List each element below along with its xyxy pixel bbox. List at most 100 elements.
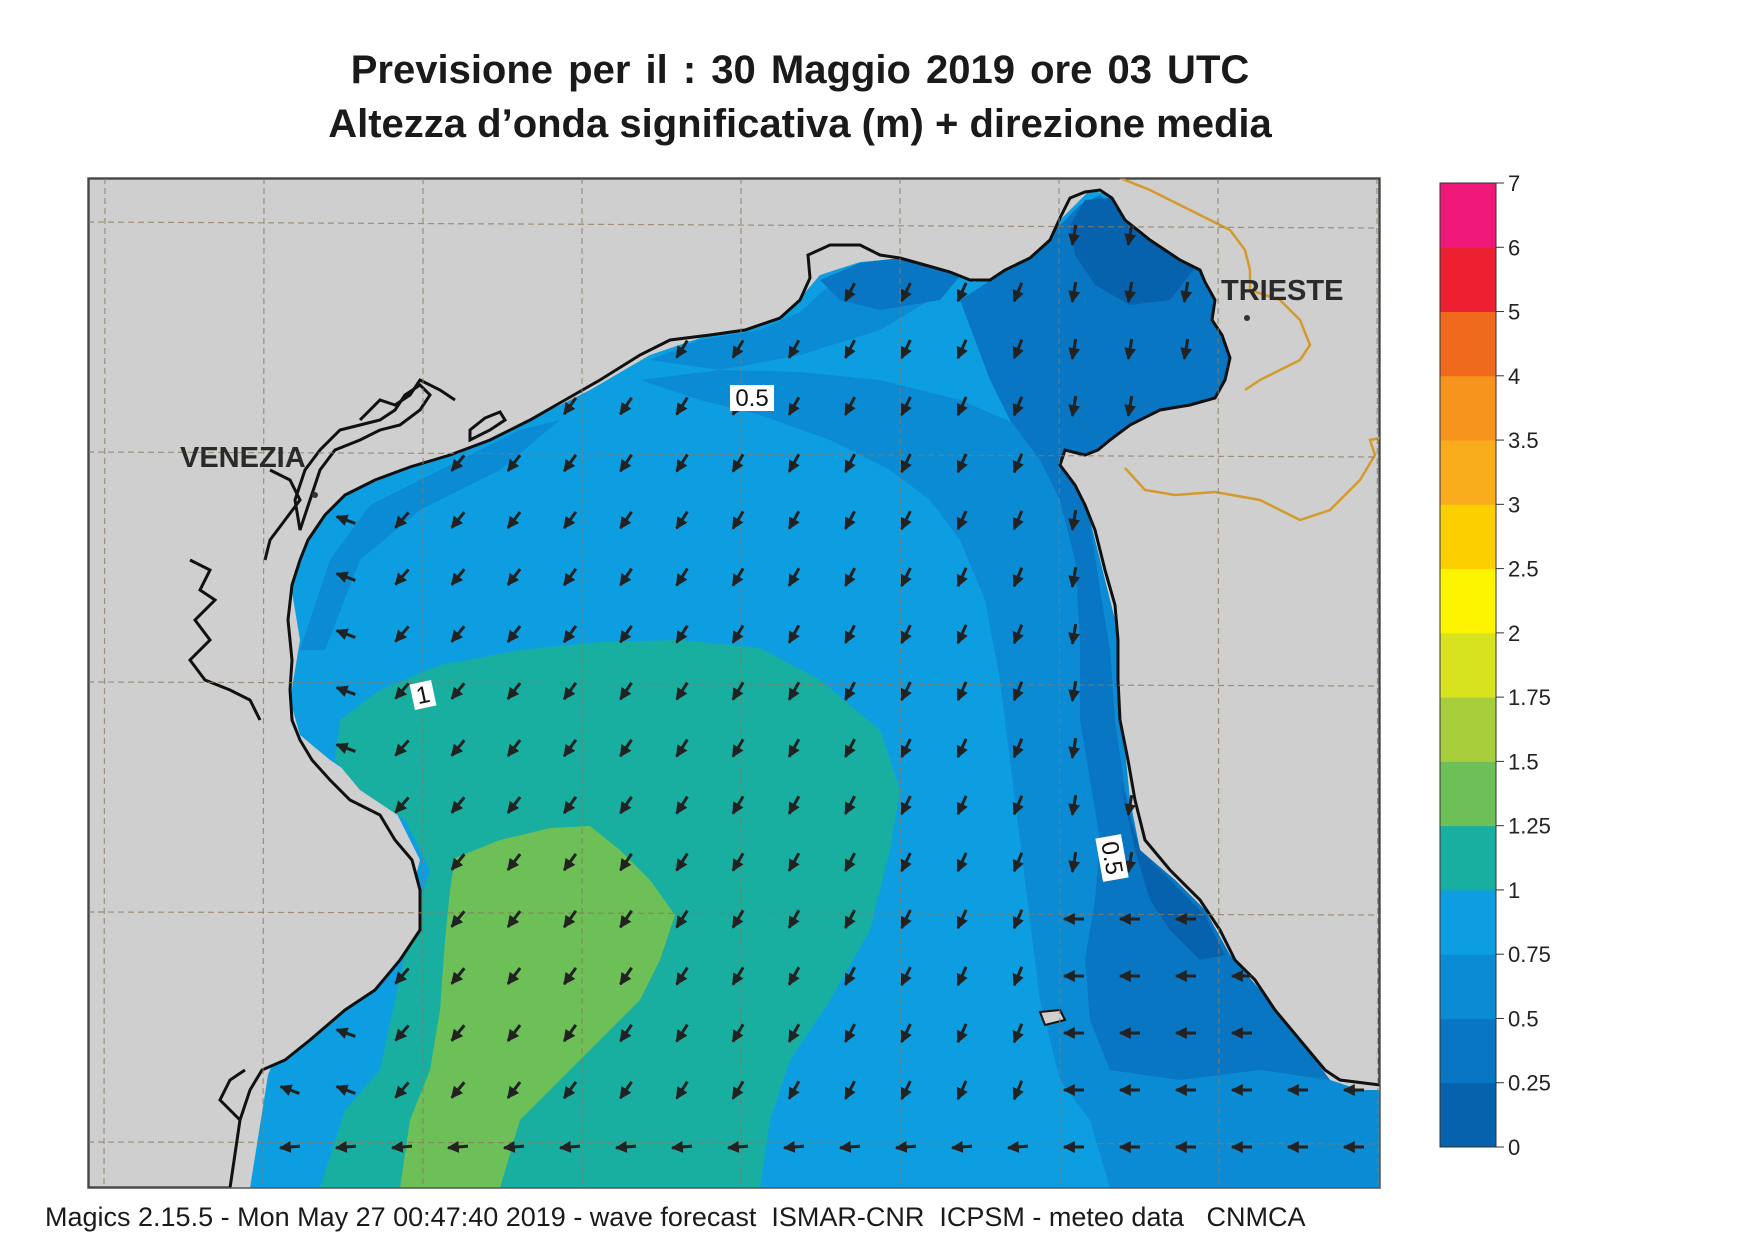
wave-direction-arrow — [506, 568, 522, 586]
wave-direction-arrow — [956, 1023, 968, 1044]
wave-direction-arrow — [619, 510, 633, 530]
wave-direction-arrow — [782, 1140, 805, 1153]
wave-direction-arrow — [1012, 624, 1024, 645]
wave-direction-arrow — [956, 339, 968, 360]
colorbar-tick-label: 0.5 — [1508, 1006, 1539, 1031]
wave-direction-arrow — [844, 510, 856, 530]
colorbar-band — [1440, 825, 1496, 891]
colorbar-band — [1440, 1082, 1496, 1148]
wave-direction-arrow — [1012, 852, 1024, 873]
wave-direction-arrow — [900, 966, 912, 987]
wave-direction-arrow — [335, 514, 356, 526]
wave-direction-arrow — [335, 1027, 356, 1039]
wave-direction-arrow — [278, 1140, 301, 1153]
wave-direction-arrow — [562, 1024, 578, 1043]
wave-direction-arrow — [675, 1023, 689, 1043]
colorbar-band — [1440, 954, 1496, 1019]
wave-direction-arrow — [506, 967, 522, 985]
wave-direction-arrow — [1012, 795, 1024, 816]
svg-text:0.5: 0.5 — [1095, 839, 1127, 877]
wave-direction-arrow — [450, 625, 466, 643]
wave-direction-arrow — [1012, 1080, 1024, 1101]
wave-direction-arrow — [450, 796, 466, 814]
wave-direction-arrow — [619, 1023, 633, 1043]
wave-direction-arrow — [1124, 395, 1137, 418]
colorbar-tick-label: 0 — [1508, 1135, 1520, 1160]
wave-direction-arrow — [675, 966, 689, 986]
wave-direction-arrow — [787, 966, 801, 986]
wave-direction-arrow — [1012, 282, 1024, 303]
wave-direction-arrow — [844, 1080, 856, 1100]
wave-direction-arrow — [394, 1024, 410, 1042]
wave-direction-arrow — [900, 510, 912, 531]
wave-direction-arrow — [956, 738, 968, 759]
wave-direction-arrow — [562, 1081, 578, 1100]
wave-direction-arrow — [844, 396, 856, 416]
colorbar-tick-label: 0.75 — [1508, 942, 1551, 967]
wave-direction-arrow — [394, 1081, 410, 1099]
wave-direction-arrow — [900, 282, 912, 303]
wave-direction-arrow — [670, 1140, 693, 1153]
wave-direction-arrow — [562, 796, 578, 815]
colorbar-band — [1440, 375, 1496, 441]
wave-direction-arrow — [894, 1140, 917, 1153]
colorbar-band — [1440, 1018, 1496, 1084]
wave-direction-arrow — [731, 624, 745, 644]
colorbar-tick-label: 1.75 — [1508, 685, 1551, 710]
title-line-1: Previsione per il : 30 Maggio 2019 ore 0… — [350, 48, 1250, 92]
colorbar-band — [1440, 632, 1496, 698]
wave-direction-arrow — [844, 852, 856, 872]
footer-credits: Magics 2.15.5 - Mon May 27 00:47:40 2019… — [45, 1202, 1306, 1232]
wave-direction-arrow — [1068, 281, 1081, 304]
wave-direction-arrow — [675, 738, 689, 758]
wave-direction-arrow — [1012, 510, 1024, 531]
wave-direction-arrow — [562, 625, 578, 644]
wave-direction-arrow — [335, 685, 356, 697]
wave-direction-arrow — [335, 571, 356, 583]
wave-direction-arrow — [956, 567, 968, 588]
wave-direction-arrow — [731, 339, 745, 359]
wave-direction-arrow — [675, 1080, 689, 1100]
wave-direction-arrow — [390, 1140, 413, 1153]
wave-direction-arrow — [787, 909, 801, 929]
wave-direction-arrow — [450, 1024, 466, 1042]
wave-direction-arrow — [731, 1080, 745, 1100]
wave-direction-arrow — [1068, 566, 1081, 589]
wave-direction-arrow — [956, 510, 968, 531]
wave-direction-arrow — [394, 511, 410, 529]
wave-direction-arrow — [394, 568, 410, 586]
wave-direction-arrow — [787, 738, 801, 758]
wave-direction-arrow — [562, 739, 578, 758]
wave-direction-arrow — [1124, 338, 1137, 361]
wave-direction-arrow — [844, 567, 856, 587]
wave-direction-arrow — [844, 966, 856, 986]
wave-direction-arrow — [1124, 851, 1137, 874]
wave-direction-arrow — [844, 738, 856, 758]
colorbar-band — [1440, 247, 1496, 313]
wave-direction-arrow — [335, 628, 356, 640]
wave-direction-arrow — [956, 282, 968, 303]
wave-direction-arrow — [731, 567, 745, 587]
wave-direction-arrow — [731, 852, 745, 872]
colorbar-band — [1440, 440, 1496, 505]
wave-direction-arrow — [787, 510, 801, 530]
wave-direction-arrow — [614, 1140, 637, 1153]
wave-direction-arrow — [1068, 509, 1081, 532]
colorbar-tick-label: 3.5 — [1508, 428, 1539, 453]
wave-direction-arrow — [619, 681, 633, 701]
wave-direction-arrow — [450, 1081, 466, 1099]
wave-direction-arrow — [731, 966, 745, 986]
wave-direction-arrow — [1012, 339, 1024, 360]
wave-direction-arrows — [278, 224, 1364, 1153]
wave-direction-arrow — [675, 795, 689, 815]
wave-direction-arrow — [394, 967, 410, 985]
wave-direction-arrow — [675, 510, 689, 530]
wave-direction-arrow — [731, 738, 745, 758]
contour-label-1: 1 — [409, 679, 437, 710]
wave-direction-arrow — [956, 681, 968, 702]
wave-direction-arrow — [502, 1140, 525, 1153]
wave-direction-arrow — [335, 1084, 356, 1096]
colorbar-tick-label: 5 — [1508, 300, 1520, 325]
wave-direction-arrow — [956, 795, 968, 816]
